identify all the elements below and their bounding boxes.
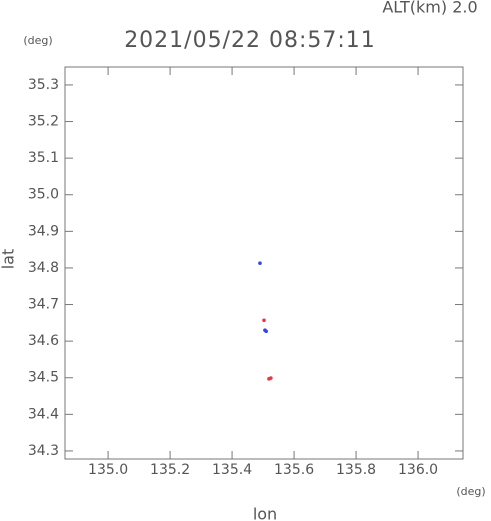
y-unit: (deg) xyxy=(23,34,52,47)
x-tick-label: 136.0 xyxy=(398,462,438,478)
y-tick-label: 34.3 xyxy=(28,443,59,459)
point xyxy=(258,261,262,265)
y-tick-label: 34.5 xyxy=(28,370,59,386)
chart-title: 2021/05/22 08:57:11 xyxy=(124,28,376,53)
x-tick-label: 135.8 xyxy=(336,462,376,478)
y-tick-label: 35.1 xyxy=(28,150,59,166)
y-tick-label: 34.6 xyxy=(28,333,59,349)
plot-frame xyxy=(64,66,464,460)
x-axis-label: lon xyxy=(253,505,277,521)
y-tick-label: 35.2 xyxy=(28,114,59,130)
point xyxy=(269,376,273,380)
y-axis-label: lat xyxy=(0,249,18,270)
x-unit: (deg) xyxy=(456,485,485,498)
point xyxy=(264,329,268,334)
x-tick-label: 135.0 xyxy=(88,462,128,478)
y-tick-label: 34.7 xyxy=(28,297,59,313)
y-tick-label: 34.9 xyxy=(28,223,59,239)
y-tick-label: 34.8 xyxy=(28,260,59,276)
altitude-label: ALT(km) 2.0 xyxy=(382,0,477,17)
x-tick-label: 135.4 xyxy=(212,462,252,478)
x-tick-label: 135.6 xyxy=(274,462,314,478)
y-tick-label: 34.4 xyxy=(28,406,59,422)
y-tick-label: 35.3 xyxy=(28,77,59,93)
x-tick-label: 135.2 xyxy=(150,462,190,478)
point xyxy=(262,318,266,323)
y-tick-label: 35.0 xyxy=(28,187,59,203)
